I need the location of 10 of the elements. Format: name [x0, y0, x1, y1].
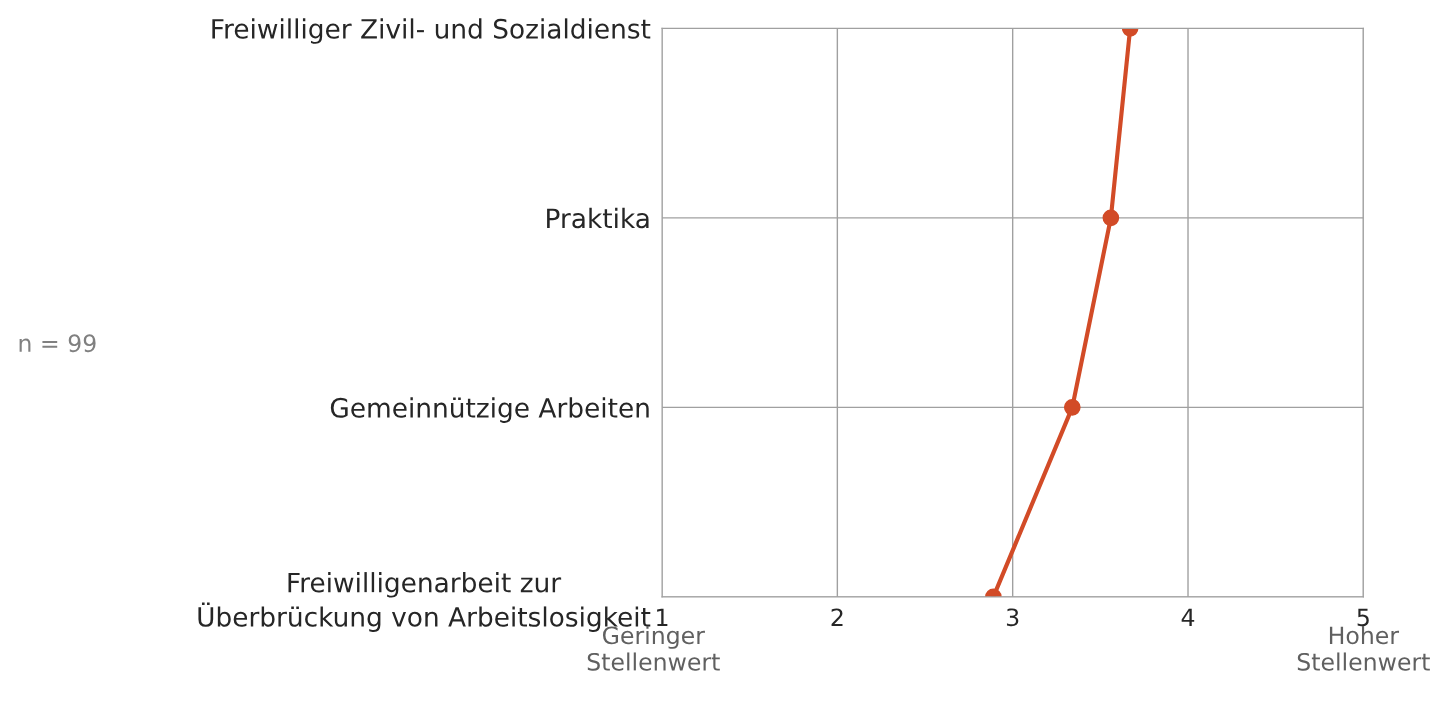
y-tick-label: Gemeinnützige Arbeiten: [330, 397, 649, 423]
x-tick-label: 2: [831, 608, 843, 626]
x-tick-label: 1: [657, 608, 668, 626]
y-tick-label: Freiwilliger Zivil- und Sozialdienst: [212, 18, 651, 44]
y-tick-label: Praktika: [547, 207, 649, 229]
x-tick-label: 5: [1357, 608, 1369, 627]
text: n = 99: [19, 334, 96, 353]
text: Hoher Stellenwert: [1297, 626, 1430, 671]
x-tick-label: 4: [1181, 608, 1195, 626]
x-tick-label: 3: [1006, 608, 1019, 627]
